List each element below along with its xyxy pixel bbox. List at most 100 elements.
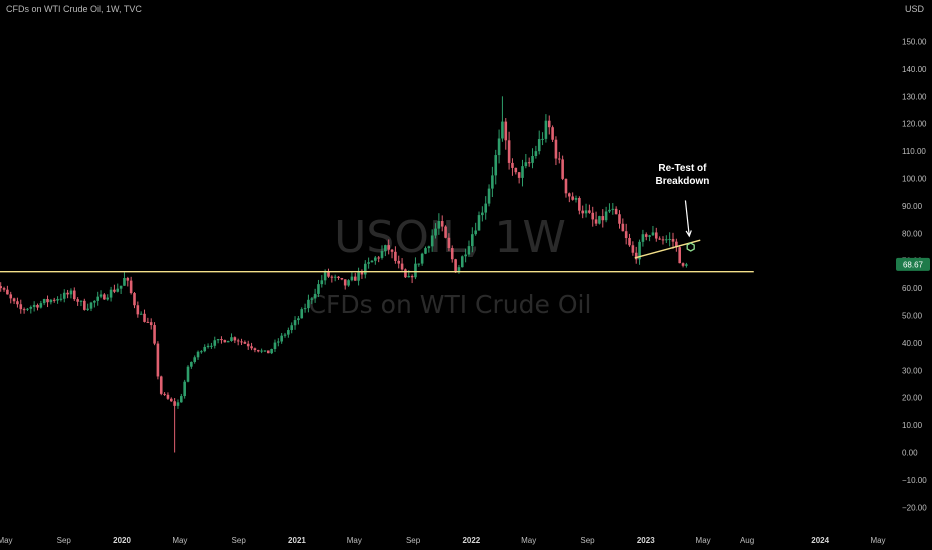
last-price-tag xyxy=(896,257,930,271)
candle xyxy=(186,365,190,383)
y-tick-label: 20.00 xyxy=(902,394,923,403)
candle xyxy=(487,184,491,207)
candle xyxy=(387,239,390,255)
candle xyxy=(49,298,53,305)
candle xyxy=(481,206,484,222)
candle xyxy=(136,301,140,318)
x-axis[interactable]: May Sep 2020 May Sep 2021 May Sep 2022 May Sep 2023… xyxy=(0,536,886,545)
candle xyxy=(72,287,76,302)
candle xyxy=(327,268,330,278)
candle xyxy=(240,338,243,346)
annotation-arrow[interactable] xyxy=(684,200,690,237)
candle xyxy=(133,291,136,309)
y-axis[interactable]: −20.00 −10.00 0.00 10.00 20.00 30.00 40.00 50.0… xyxy=(902,38,927,513)
candle xyxy=(180,393,183,403)
candle xyxy=(333,274,337,282)
candle xyxy=(19,299,23,314)
candle xyxy=(39,300,43,309)
candle xyxy=(685,262,688,268)
candle xyxy=(360,269,364,279)
candle xyxy=(591,206,595,227)
candle xyxy=(42,298,46,306)
candle xyxy=(517,171,521,184)
candle xyxy=(471,227,474,253)
candle xyxy=(79,300,83,307)
y-tick-label: 140.00 xyxy=(902,65,927,74)
y-tick-label: 150.00 xyxy=(902,38,927,47)
candle xyxy=(320,275,324,288)
candle xyxy=(454,258,457,273)
candle xyxy=(437,213,441,235)
candle xyxy=(313,288,317,303)
retest-marker[interactable] xyxy=(686,242,695,252)
candle xyxy=(665,235,668,243)
candle xyxy=(450,245,454,263)
candle xyxy=(243,340,247,345)
candle xyxy=(404,268,407,279)
candle xyxy=(394,246,397,264)
watermark-symbol: USOIL, 1W xyxy=(334,212,566,263)
candle xyxy=(139,311,143,315)
candle xyxy=(310,297,314,305)
candle xyxy=(384,244,387,257)
candle xyxy=(410,274,414,284)
candle xyxy=(634,246,638,264)
candle xyxy=(444,225,447,239)
candle xyxy=(297,316,300,325)
candle xyxy=(380,245,384,260)
candle xyxy=(571,192,574,201)
candle xyxy=(524,153,528,169)
candle xyxy=(557,151,561,164)
candle xyxy=(477,211,481,231)
x-tick-label: May xyxy=(696,536,711,545)
candle xyxy=(213,336,217,349)
x-tick-label: May xyxy=(347,536,362,545)
candle xyxy=(494,149,498,185)
x-tick-label: Sep xyxy=(580,536,595,545)
candle xyxy=(210,342,213,349)
candle xyxy=(6,285,9,295)
candle xyxy=(631,241,635,256)
candle xyxy=(541,132,544,146)
candle xyxy=(129,276,133,295)
candle xyxy=(347,279,350,287)
candle xyxy=(427,245,431,253)
candle xyxy=(119,285,123,295)
candle xyxy=(337,276,340,280)
candle xyxy=(414,257,417,280)
candle xyxy=(166,392,170,400)
candle xyxy=(93,300,96,308)
candle xyxy=(36,303,39,311)
candle xyxy=(66,289,69,299)
x-tick-label: Sep xyxy=(232,536,247,545)
candle xyxy=(206,343,210,349)
candle xyxy=(253,347,257,353)
candle xyxy=(106,294,110,301)
candle xyxy=(190,361,193,369)
watermark: USOIL, 1W CFDs on WTI Crude Oil xyxy=(309,212,592,319)
candle xyxy=(474,222,477,236)
candle xyxy=(46,295,49,308)
candle xyxy=(574,195,578,203)
candle xyxy=(260,348,263,354)
candle xyxy=(491,166,494,198)
candle xyxy=(350,272,354,282)
candle xyxy=(353,272,357,281)
candle xyxy=(86,303,89,312)
candle xyxy=(9,291,13,304)
candle xyxy=(614,206,618,215)
annotation-line-1: Re-Test of xyxy=(658,163,707,174)
candle xyxy=(621,218,625,232)
y-tick-label: 90.00 xyxy=(902,202,923,211)
y-tick-label: 50.00 xyxy=(902,312,923,321)
candle xyxy=(675,238,678,252)
candle xyxy=(624,223,628,245)
candle xyxy=(69,288,73,299)
candle xyxy=(397,255,401,269)
candle xyxy=(233,336,237,344)
candle xyxy=(554,136,558,166)
candle xyxy=(317,279,320,298)
candle xyxy=(551,125,554,143)
